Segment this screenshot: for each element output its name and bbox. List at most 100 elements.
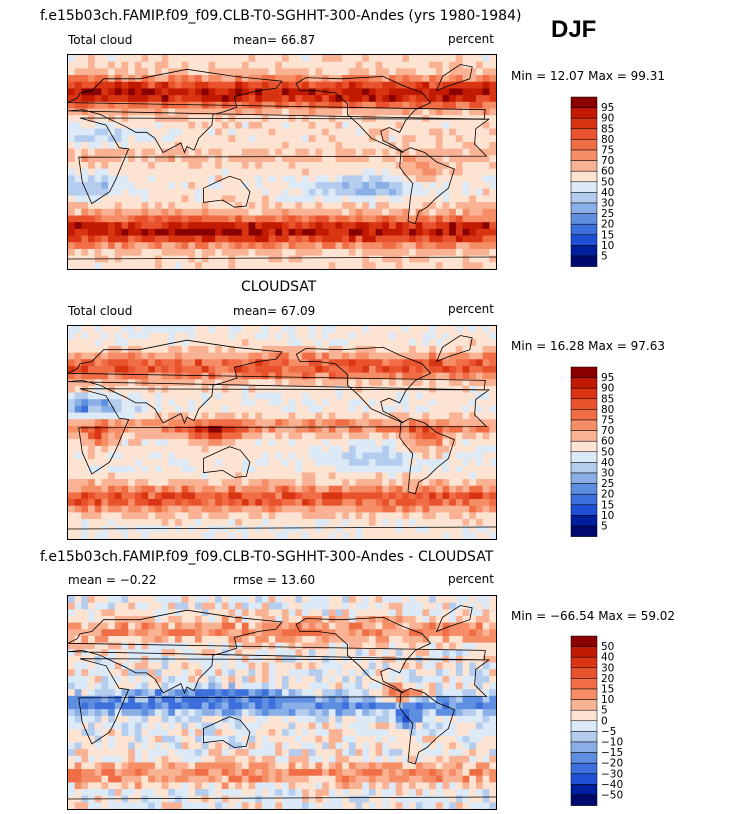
map-2-cell (168, 649, 176, 657)
map-1-cell (342, 399, 350, 407)
map-1-cell (409, 332, 417, 340)
map-0-cell (295, 182, 303, 190)
map-0-cell (201, 195, 209, 203)
map-1-cell (368, 365, 377, 374)
map-0-cell (241, 208, 250, 216)
map-1-cell (275, 525, 283, 533)
map-1-cell (322, 379, 330, 387)
map-0-cell (395, 95, 403, 103)
map-1-cell (208, 385, 216, 394)
map-0-cell (108, 135, 116, 143)
map-1-cell (161, 359, 169, 367)
map-1-cell (161, 385, 169, 394)
map-1-cell (449, 352, 457, 360)
map-0-cell (148, 135, 156, 143)
map-0-cell (449, 175, 457, 183)
map-0-cell (248, 248, 256, 257)
map-0-cell (402, 215, 410, 223)
map-0-cell (248, 208, 256, 216)
map-2-cell (275, 596, 283, 604)
map-1-cell (435, 359, 443, 367)
map-2-cell (435, 629, 443, 637)
map-1-cell (88, 332, 96, 340)
map-2-cell (121, 642, 129, 650)
map-2-cell (402, 609, 410, 617)
map-0-cell (268, 75, 276, 83)
map-2-cell (215, 602, 223, 610)
map-0-cell (108, 168, 116, 176)
map-1-cell (154, 412, 163, 420)
map-1-cell (74, 405, 82, 414)
map-0-cell (302, 88, 310, 96)
map-1-cell (282, 445, 290, 453)
map-1-cell (108, 412, 116, 420)
map-2-cell (315, 635, 323, 644)
map-1-cell (288, 352, 296, 360)
map-1-cell (108, 432, 116, 440)
map-2-cell (475, 622, 484, 630)
map-1-cell (175, 345, 183, 354)
map-2-cell (442, 596, 450, 604)
map-0-cell (482, 208, 490, 216)
map-0-cell (308, 208, 316, 216)
map-1-cell (288, 445, 296, 453)
map-0-cell (241, 175, 250, 183)
map-0-cell (355, 208, 363, 216)
map-0-cell (74, 81, 82, 89)
map-0-cell (275, 262, 283, 269)
map-0-cell (422, 168, 430, 176)
map-1-cell (455, 372, 464, 380)
map-1-cell (282, 525, 290, 533)
map-2-cell (141, 635, 149, 644)
map-0-cell (114, 262, 122, 269)
map-0-cell (342, 88, 350, 96)
map-0-cell (74, 61, 82, 69)
map-1-cell (469, 359, 477, 367)
map-1-cell (74, 472, 82, 480)
map-1-cell (415, 372, 423, 380)
map-0-cell (148, 255, 156, 263)
map-1-cell (288, 332, 296, 340)
map-1-cell (302, 465, 310, 473)
map-2-cell (455, 649, 464, 657)
map-2-cell (268, 669, 276, 677)
map-1-cell (462, 392, 470, 400)
map-0-cell (235, 222, 243, 230)
map-1-cell (188, 465, 196, 473)
map-1-cell (148, 519, 156, 527)
map-2-cell (134, 642, 143, 650)
map-0-coastline-5 (435, 64, 473, 92)
map-1-cell (395, 326, 403, 334)
map-1-cell (435, 485, 443, 493)
map-0-cell (362, 248, 370, 257)
map-2-cell (248, 602, 256, 610)
map-1-cell (101, 326, 109, 334)
map-1-cell (382, 439, 390, 447)
panel-obs-mean: mean= 67.09 (233, 304, 316, 318)
panel-model-title: f.e15b03ch.FAMIP.f09_f09.CLB-T0-SGHHT-30… (40, 8, 522, 24)
map-1-cell (114, 525, 122, 533)
map-0-cell (375, 95, 383, 103)
map-0-cell (469, 175, 477, 183)
map-0-cell (435, 88, 443, 96)
map-0-cell (322, 182, 330, 190)
map-2-cell (308, 642, 316, 650)
map-0-cell (88, 55, 96, 63)
map-1-cell (255, 425, 263, 433)
map-0-cell (435, 202, 443, 210)
map-0-cell (382, 81, 390, 89)
map-0-cell (429, 208, 437, 216)
map-1-cell (74, 465, 82, 473)
map-0-cell (168, 61, 176, 69)
map-2-cell (469, 649, 477, 657)
map-2-cell (128, 602, 136, 610)
map-0-cell (114, 61, 122, 69)
map-1-cell (462, 485, 470, 493)
map-2-cell (282, 662, 290, 670)
map-0-cell (389, 202, 397, 210)
panel-diff-title: f.e15b03ch.FAMIP.f09_f09.CLB-T0-SGHHT-30… (40, 549, 494, 565)
map-0-cell (121, 115, 129, 123)
map-1-cell (462, 352, 470, 360)
map-0-cell (462, 75, 470, 83)
map-1-cell (475, 372, 484, 380)
